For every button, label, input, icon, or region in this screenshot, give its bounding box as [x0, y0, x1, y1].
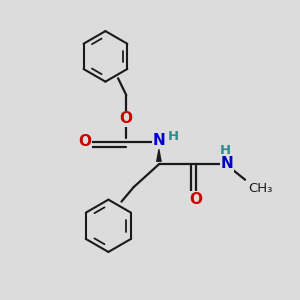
Text: N: N	[221, 156, 234, 171]
Polygon shape	[156, 146, 162, 162]
Text: CH₃: CH₃	[248, 182, 272, 194]
Text: O: O	[78, 134, 91, 149]
Text: O: O	[190, 191, 202, 206]
Text: H: H	[168, 130, 179, 143]
Text: O: O	[120, 111, 133, 126]
Text: N: N	[152, 133, 165, 148]
Text: H: H	[220, 144, 231, 157]
